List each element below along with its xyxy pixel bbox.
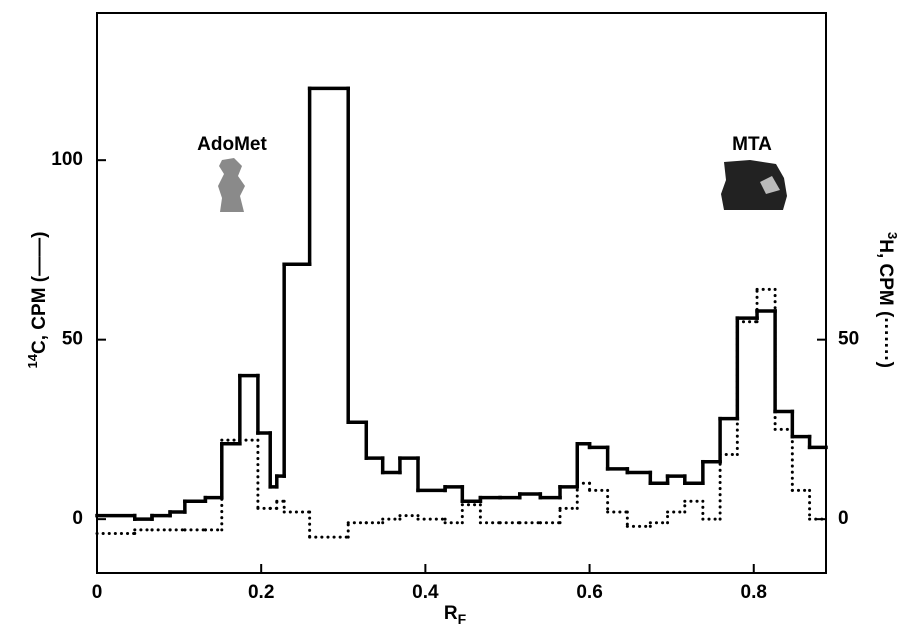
y-tick-label: 0 [72,508,83,529]
adomet-spot [218,158,245,212]
x-tick-label: 0.4 [412,582,439,603]
y2-tick-label: 0 [838,508,849,529]
mta-spot-highlight [760,176,780,194]
plot-frame [96,12,827,574]
x-tick-label: 0 [92,582,103,603]
mta-spot [721,160,787,210]
x-tick-label: 0.8 [741,582,767,603]
y-label-text: C, CPM (——) [29,232,50,354]
y-label-sup: 14 [25,353,40,368]
y2-axis-label: 3H, CPM (·······) [875,232,900,368]
x-tick-label: 0.2 [248,582,274,603]
y-tick-label: 50 [62,329,83,350]
x-axis-label: RF [444,603,467,627]
y-tick-label: 100 [51,149,83,170]
annotation: AdoMet [197,134,267,155]
x-label-text: R [444,603,458,624]
y2-tick-label: 50 [838,329,859,350]
annotation: MTA [732,134,772,155]
x-label-sub: F [458,611,467,627]
y-axis-label: 14C, CPM (——) [25,232,50,369]
y2-label-text: H, CPM (·······) [875,239,896,368]
x-tick-label: 0.6 [576,582,602,603]
y2-label-sup: 3 [885,232,900,239]
